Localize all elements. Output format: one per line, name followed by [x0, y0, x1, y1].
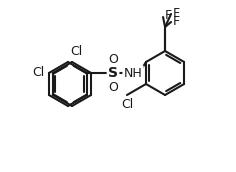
Text: Cl: Cl [33, 66, 45, 78]
Text: O: O [108, 52, 118, 66]
Text: O: O [108, 80, 118, 94]
Text: F: F [173, 7, 180, 19]
Text: Cl: Cl [70, 45, 82, 58]
Text: S: S [108, 66, 118, 80]
Text: F: F [173, 14, 180, 28]
Text: F: F [165, 8, 172, 22]
Text: NH: NH [124, 67, 143, 79]
Text: Cl: Cl [121, 98, 133, 111]
